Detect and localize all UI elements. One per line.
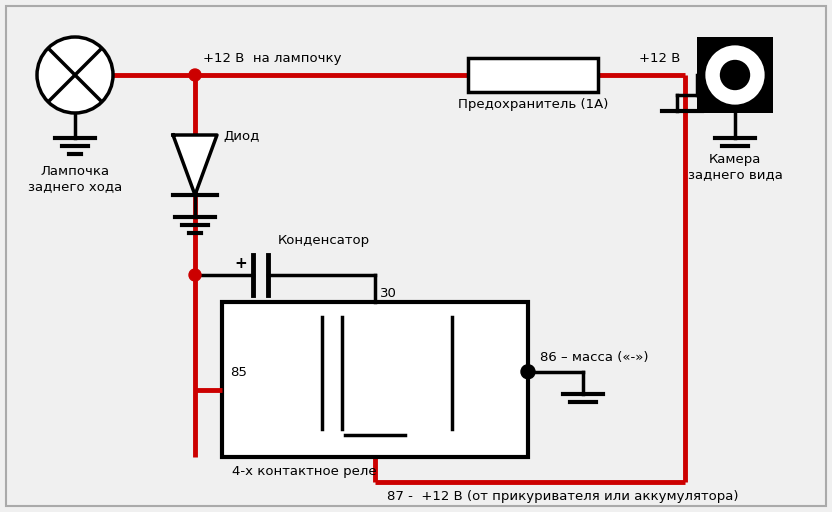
Text: 30: 30 [380, 287, 397, 300]
Text: Камера
заднего вида: Камера заднего вида [687, 153, 782, 181]
Text: 87 -  +12 В (от прикуривателя или аккумулятора): 87 - +12 В (от прикуривателя или аккумул… [387, 490, 739, 503]
Text: +12 В  на лампочку: +12 В на лампочку [203, 52, 341, 65]
Text: Конденсатор: Конденсатор [278, 234, 370, 247]
Text: Предохранитель (1А): Предохранитель (1А) [458, 98, 608, 111]
Text: Диод: Диод [223, 130, 260, 143]
Text: +12 В: +12 В [639, 52, 680, 65]
Circle shape [706, 46, 765, 104]
Circle shape [189, 269, 201, 281]
Bar [697, 37, 773, 113]
Text: 85: 85 [230, 367, 247, 379]
Text: 4-х контактное реле: 4-х контактное реле [232, 465, 377, 478]
Circle shape [720, 60, 750, 90]
Circle shape [521, 365, 535, 379]
Bar [468, 58, 598, 92]
Text: +: + [235, 256, 247, 271]
Polygon shape [173, 135, 217, 195]
Text: Лампочка
заднего хода: Лампочка заднего хода [28, 165, 122, 193]
Circle shape [189, 69, 201, 81]
Text: 86 – масса («-»): 86 – масса («-») [540, 351, 648, 364]
Bar [222, 302, 528, 457]
Circle shape [37, 37, 113, 113]
